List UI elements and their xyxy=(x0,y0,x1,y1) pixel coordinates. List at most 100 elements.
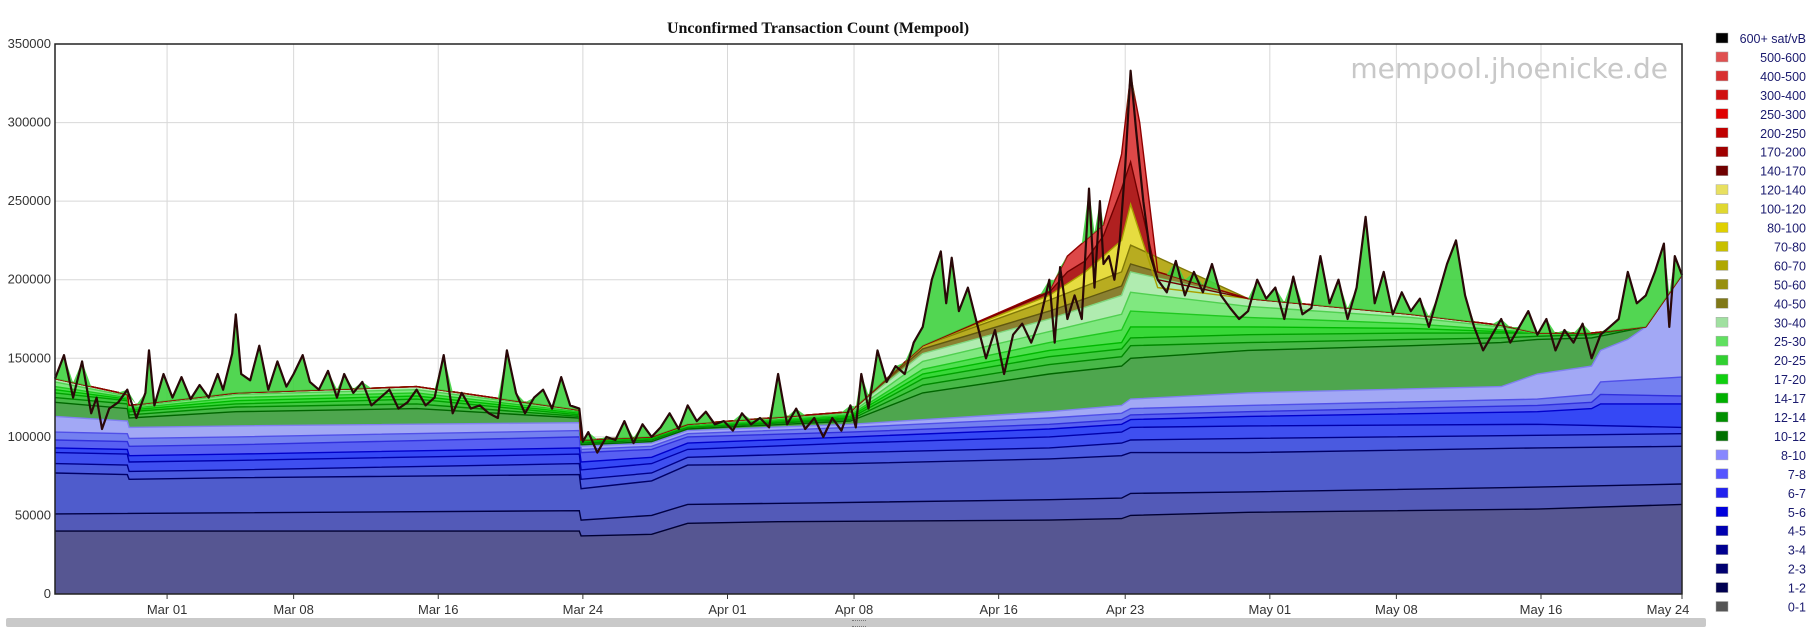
x-tick-label: May 16 xyxy=(1520,602,1563,617)
legend-label: 50-60 xyxy=(1774,278,1806,292)
legend-swatch xyxy=(1715,449,1729,461)
legend-label: 3-4 xyxy=(1788,544,1806,558)
legend: 600+ sat/vB 500-600 400-500 300-400 250-300 2… xyxy=(1715,32,1806,615)
legend-swatch xyxy=(1715,544,1729,555)
stacked-areas xyxy=(54,75,1683,595)
legend-swatch xyxy=(1715,51,1729,63)
legend-swatch xyxy=(1715,203,1729,214)
legend-swatch xyxy=(1715,165,1729,176)
band-line-7-8 xyxy=(54,376,1683,451)
legend-label: 400-500 xyxy=(1760,70,1806,84)
legend-label: 100-120 xyxy=(1760,203,1806,217)
legend-label: 2-3 xyxy=(1788,563,1806,577)
legend-label: 600+ sat/vB xyxy=(1740,32,1806,46)
legend-label: 60-70 xyxy=(1774,259,1806,273)
scrollbar-grip-icon[interactable] xyxy=(852,620,866,627)
legend-label: 140-170 xyxy=(1760,165,1806,179)
y-tick-label: 350000 xyxy=(8,36,51,51)
area-band-0-1 xyxy=(55,504,1682,594)
band-line-12-14 xyxy=(54,274,1683,444)
x-tick-label: Mar 16 xyxy=(418,602,458,617)
legend-swatch xyxy=(1715,525,1729,536)
x-tick-label: May 01 xyxy=(1249,602,1292,617)
legend-label: 500-600 xyxy=(1760,51,1806,65)
legend-label: 20-25 xyxy=(1774,354,1806,368)
band-line-4-5 xyxy=(54,423,1683,471)
legend-label: 250-300 xyxy=(1760,108,1806,122)
total-line xyxy=(53,69,1684,454)
legend-label: 170-200 xyxy=(1760,146,1806,160)
legend-swatch xyxy=(1715,184,1729,195)
legend-label: 120-140 xyxy=(1760,184,1806,198)
legend-swatch xyxy=(1715,127,1729,138)
legend-swatch xyxy=(1715,32,1729,44)
legend-swatch xyxy=(1715,430,1729,442)
y-tick-label: 200000 xyxy=(8,272,51,287)
legend-label: 6-7 xyxy=(1788,487,1806,501)
legend-label: 14-17 xyxy=(1774,392,1806,406)
legend-label: 17-20 xyxy=(1774,373,1806,387)
legend-label: 10-12 xyxy=(1774,430,1806,444)
legend-label: 200-250 xyxy=(1760,127,1806,141)
legend-swatch xyxy=(1715,279,1729,290)
chart-title: Unconfirmed Transaction Count (Mempool) xyxy=(667,20,969,37)
y-tick-label: 300000 xyxy=(8,115,51,130)
band-line-5-6 xyxy=(54,403,1682,463)
band-line-6-7 xyxy=(54,393,1683,454)
legend-label: 4-5 xyxy=(1788,525,1806,539)
legend-swatch xyxy=(1715,335,1729,347)
legend-swatch xyxy=(1715,487,1729,499)
legend-swatch xyxy=(1715,241,1729,252)
y-tick-label: 0 xyxy=(44,586,51,601)
legend-swatch xyxy=(1715,373,1729,385)
legend-label: 25-30 xyxy=(1774,335,1806,349)
legend-swatch xyxy=(1715,411,1729,423)
horizontal-scrollbar[interactable] xyxy=(6,618,1706,627)
band-line-8-10 xyxy=(54,274,1683,448)
legend-swatch xyxy=(1715,582,1729,593)
band-line-10-12 xyxy=(54,274,1683,446)
band-line-20-25 xyxy=(54,274,1683,441)
legend-swatch xyxy=(1715,317,1729,328)
x-tick-label: Apr 23 xyxy=(1106,602,1144,617)
x-tick-label: Apr 08 xyxy=(835,602,873,617)
band-line-250-600 xyxy=(54,75,1683,441)
legend-label: 30-40 xyxy=(1774,316,1806,330)
band-line-3-4 xyxy=(54,433,1683,481)
legend-label: 5-6 xyxy=(1788,506,1806,520)
x-tick-label: Mar 08 xyxy=(273,602,313,617)
y-tick-label: 150000 xyxy=(8,350,51,365)
y-tick-label: 250000 xyxy=(8,193,51,208)
legend-swatch xyxy=(1715,146,1729,157)
legend-label: 80-100 xyxy=(1767,222,1806,236)
x-tick-label: May 08 xyxy=(1375,602,1418,617)
legend-swatch xyxy=(1715,468,1729,480)
band-line-1-2 xyxy=(54,483,1683,521)
x-tick-label: May 24 xyxy=(1647,602,1690,617)
band-line-2-3 xyxy=(54,445,1683,490)
x-tick-label: Mar 01 xyxy=(147,602,187,617)
y-tick-label: 100000 xyxy=(8,429,51,444)
y-axis-ticks: 0 50000 100000 150000 200000 250000 300000 3500… xyxy=(8,36,51,601)
legend-swatch xyxy=(1715,601,1729,612)
legend-label: 8-10 xyxy=(1781,449,1806,463)
legend-swatch xyxy=(1715,222,1729,233)
band-line-0-1 xyxy=(55,503,1683,537)
legend-label: 1-2 xyxy=(1788,582,1806,596)
legend-label: 40-50 xyxy=(1774,297,1806,311)
legend-label: 7-8 xyxy=(1788,468,1806,482)
legend-swatch xyxy=(1715,89,1729,101)
legend-label: 70-80 xyxy=(1774,240,1806,254)
legend-swatch xyxy=(1715,506,1729,517)
total-line-series xyxy=(53,69,1684,454)
y-tick-label: 50000 xyxy=(15,507,51,522)
x-tick-label: Mar 24 xyxy=(563,602,603,617)
legend-label: 0-1 xyxy=(1788,601,1806,615)
watermark: mempool.jhoenicke.de xyxy=(1350,52,1668,85)
legend-swatch xyxy=(1715,70,1729,82)
legend-label: 300-400 xyxy=(1760,89,1806,103)
legend-swatch xyxy=(1715,563,1729,574)
legend-swatch xyxy=(1715,392,1729,404)
legend-swatch xyxy=(1715,354,1729,366)
